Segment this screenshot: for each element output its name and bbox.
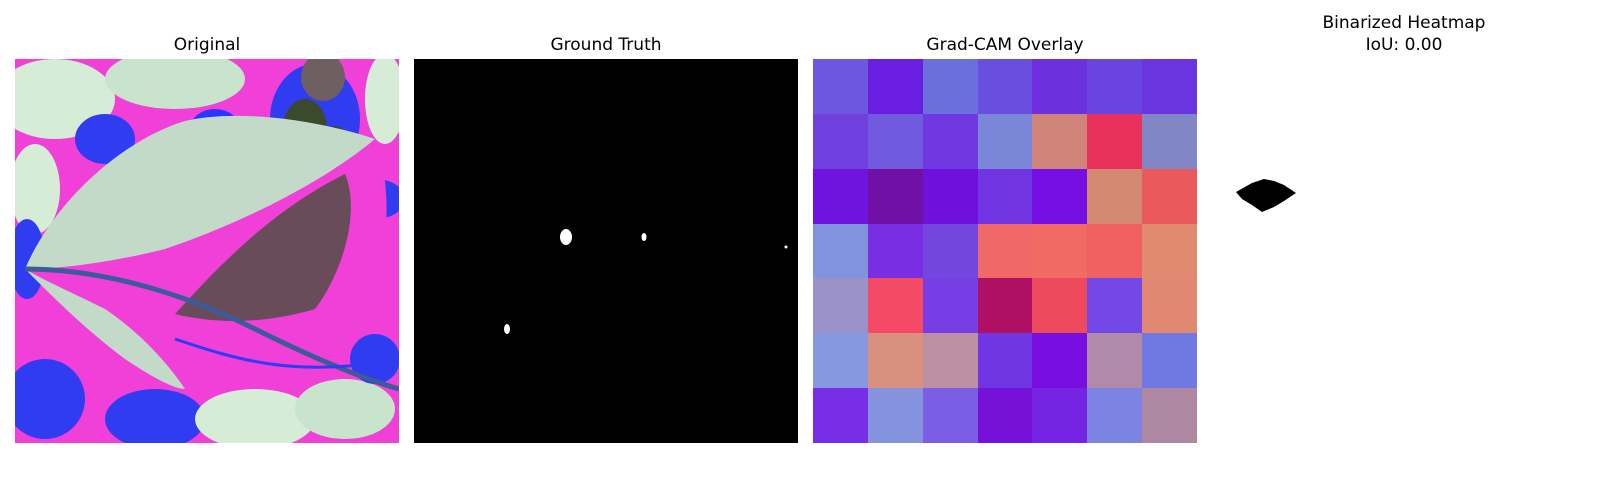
gradcam-cell <box>868 388 923 443</box>
lesion-spot <box>642 233 647 241</box>
lesion-spot <box>560 229 572 245</box>
gradcam-cell <box>1032 169 1087 224</box>
gradcam-grid <box>813 59 1197 443</box>
gradcam-cell <box>923 388 978 443</box>
gradcam-cell <box>978 59 1032 114</box>
gradcam-cell <box>1142 278 1197 333</box>
gradcam-cell <box>1087 59 1142 114</box>
gradcam-cell <box>1142 114 1197 169</box>
gradcam-cell <box>1142 224 1197 278</box>
binarized-heatmap <box>1212 59 1596 443</box>
gradcam-overlay <box>813 59 1197 443</box>
gradcam-cell <box>868 278 923 333</box>
gradcam-cell <box>1032 224 1087 278</box>
gradcam-cell <box>813 224 868 278</box>
gradcam-cell <box>1087 388 1142 443</box>
gradcam-cell <box>978 333 1032 388</box>
gradcam-cell <box>923 278 978 333</box>
gradcam-cell <box>923 333 978 388</box>
original-image <box>15 59 399 443</box>
gradcam-cell <box>1032 278 1087 333</box>
lesion-spot <box>504 324 510 334</box>
gradcam-cell <box>923 169 978 224</box>
gradcam-cell <box>1087 224 1142 278</box>
gradcam-cell <box>1087 278 1142 333</box>
gradcam-cell <box>978 224 1032 278</box>
gradcam-cell <box>978 114 1032 169</box>
gradcam-cell <box>868 114 923 169</box>
panel-title-binarized-line: Binarized Heatmap <box>1212 12 1596 34</box>
panel-title-ground-truth: Ground Truth <box>414 34 798 56</box>
gradcam-cell <box>813 114 868 169</box>
original-image-svg <box>15 59 399 443</box>
gradcam-cell <box>1142 169 1197 224</box>
gradcam-cell <box>923 59 978 114</box>
gradcam-cell <box>868 169 923 224</box>
iou-score-label: IoU: 0.00 <box>1212 34 1596 56</box>
panel-title-binarized: Binarized Heatmap IoU: 0.00 <box>1212 12 1596 56</box>
panel-title-gradcam: Grad-CAM Overlay <box>813 34 1197 56</box>
ground-truth-mask <box>414 59 798 443</box>
gradcam-cell <box>1087 333 1142 388</box>
gradcam-cell <box>1087 169 1142 224</box>
gradcam-cell <box>923 224 978 278</box>
gradcam-cell <box>1032 388 1087 443</box>
gradcam-cell <box>1142 388 1197 443</box>
binarized-heatmap-svg <box>1212 59 1596 443</box>
gradcam-cell <box>923 114 978 169</box>
gradcam-cell <box>868 59 923 114</box>
gradcam-cell <box>813 59 868 114</box>
gradcam-cell <box>1032 59 1087 114</box>
ground-truth-svg <box>414 59 798 443</box>
gradcam-cell <box>868 224 923 278</box>
gradcam-cell <box>868 333 923 388</box>
gradcam-cell <box>1032 333 1087 388</box>
gradcam-cell <box>1087 114 1142 169</box>
gradcam-cell <box>1032 114 1087 169</box>
gradcam-cell <box>978 278 1032 333</box>
gradcam-cell <box>813 169 868 224</box>
panel-title-original: Original <box>15 34 399 56</box>
gradcam-cell <box>1142 59 1197 114</box>
gradcam-cell <box>978 388 1032 443</box>
gradcam-cell <box>1142 333 1197 388</box>
gradcam-cell <box>813 388 868 443</box>
gradcam-cell <box>813 278 868 333</box>
gradcam-cell <box>978 169 1032 224</box>
lesion-spot <box>785 246 788 249</box>
gradcam-cell <box>813 333 868 388</box>
